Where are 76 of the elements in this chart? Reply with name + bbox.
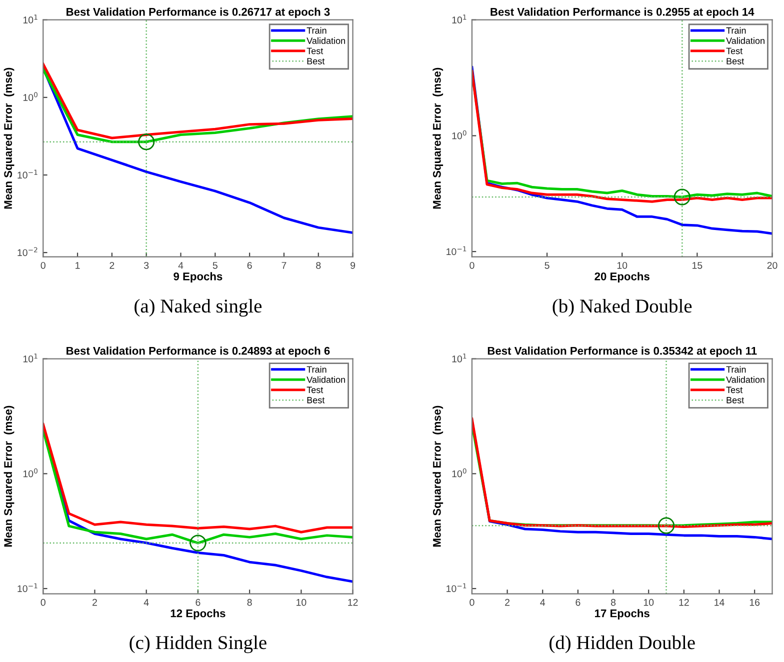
legend-label: Test	[306, 386, 324, 394]
y-axis-title: Mean Squared Error (mse)	[432, 68, 444, 209]
x-tick-label: 3	[144, 262, 149, 269]
x-tick-label: 20	[767, 262, 778, 269]
chart-title: Best Validation Performance is 0.24893 at epoch 6	[66, 346, 330, 357]
x-tick-label: 8	[247, 598, 252, 606]
legend-label: Test	[726, 386, 743, 394]
y-tick-label: 10$^{0}$	[23, 468, 38, 478]
x-tick-label: 6	[576, 598, 580, 606]
x-tick-label: 4	[540, 599, 546, 606]
chart-title: Best Validation Performance is 0.2955 at epoch 14	[490, 8, 754, 18]
y-tick-label: 10$^{−1}$	[18, 170, 38, 179]
x-tick-label: 4	[178, 262, 184, 269]
y-tick-label: 10$^{−1}$	[446, 246, 466, 256]
chart-title: Best Validation Performance is 0.35342 at epoch 11	[488, 346, 757, 357]
y-axis-title: Mean Squared Error (mse)	[432, 406, 444, 547]
x-tick-label: 15	[692, 262, 702, 269]
x-tick-label: 0	[40, 262, 46, 269]
legend-label: Best	[726, 58, 744, 64]
text: (c) Hidden Single	[130, 635, 266, 654]
x-tick-label: 10	[296, 598, 306, 606]
x-axis-title: 9 Epochs	[174, 272, 222, 283]
legend-label: Best	[726, 397, 744, 404]
x-tick-label: 8	[610, 598, 616, 606]
legend-label: Validation	[306, 37, 345, 44]
x-tick-label: 14	[714, 599, 724, 606]
legend-label: Train	[726, 27, 746, 34]
text: (d) Hidden Double	[550, 636, 695, 654]
y-tick-label: 10$^{0}$	[23, 92, 38, 101]
x-tick-label: 10	[644, 598, 654, 606]
x-tick-label: 8	[316, 262, 321, 269]
x-tick-label: 10	[617, 262, 628, 269]
legend-label: Validation	[306, 376, 345, 383]
legend-label: Train	[306, 366, 326, 373]
x-tick-label: 4	[144, 599, 149, 606]
y-axis-title: Mean Squared Error (mse)	[4, 406, 14, 547]
x-tick-label: 0	[470, 598, 474, 606]
x-axis-title: 12 Epochs	[170, 609, 226, 620]
y-tick-label: 10$^{−1}$	[18, 583, 38, 592]
x-tick-label: 0	[40, 598, 46, 606]
y-tick-label: 10$^{1}$	[452, 354, 466, 362]
x-axis-title: 17 Epochs	[595, 609, 650, 620]
x-axis-title: 20 Epochs	[594, 272, 650, 283]
legend-label: Validation	[726, 37, 764, 44]
y-axis-title: Mean Squared Error (mse)	[4, 68, 14, 209]
x-tick-label: 2	[505, 598, 510, 606]
legend-label: Best	[307, 397, 325, 404]
legend-label: Train	[726, 366, 746, 373]
x-tick-label: 7	[282, 262, 286, 269]
legend-label: Test	[306, 48, 324, 54]
x-tick-label: 12	[348, 598, 358, 606]
legend-label: Train	[306, 27, 326, 34]
text: (a) Naked single	[134, 298, 262, 317]
x-tick-label: 5	[544, 262, 550, 269]
y-tick-label: 10$^{1}$	[452, 14, 466, 24]
y-tick-label: 10$^{−1}$	[446, 583, 466, 592]
y-tick-label: 10$^{−2}$	[18, 247, 38, 256]
y-tick-label: 10$^{0}$	[452, 468, 466, 478]
chart-title: Best Validation Performance is 0.26717 at epoch 3	[66, 8, 330, 18]
y-tick-label: 10$^{0}$	[452, 130, 466, 140]
x-tick-label: 9	[350, 262, 356, 269]
legend-label: Test	[726, 48, 743, 54]
legend-label: Best	[307, 58, 325, 64]
y-tick-label: 10$^{1}$	[23, 14, 38, 24]
x-tick-label: 5	[212, 262, 218, 269]
x-tick-label: 12	[679, 598, 689, 606]
x-tick-label: 0	[470, 262, 474, 269]
x-tick-label: 16	[750, 598, 760, 606]
x-tick-label: 6	[196, 598, 200, 606]
y-tick-label: 10$^{1}$	[23, 354, 38, 362]
x-tick-label: 6	[247, 262, 252, 269]
legend-label: Validation	[726, 376, 764, 383]
x-tick-label: 2	[92, 598, 97, 606]
x-tick-label: 2	[110, 262, 114, 269]
text: (b) Naked Double	[552, 298, 692, 317]
x-tick-label: 1	[76, 262, 80, 269]
